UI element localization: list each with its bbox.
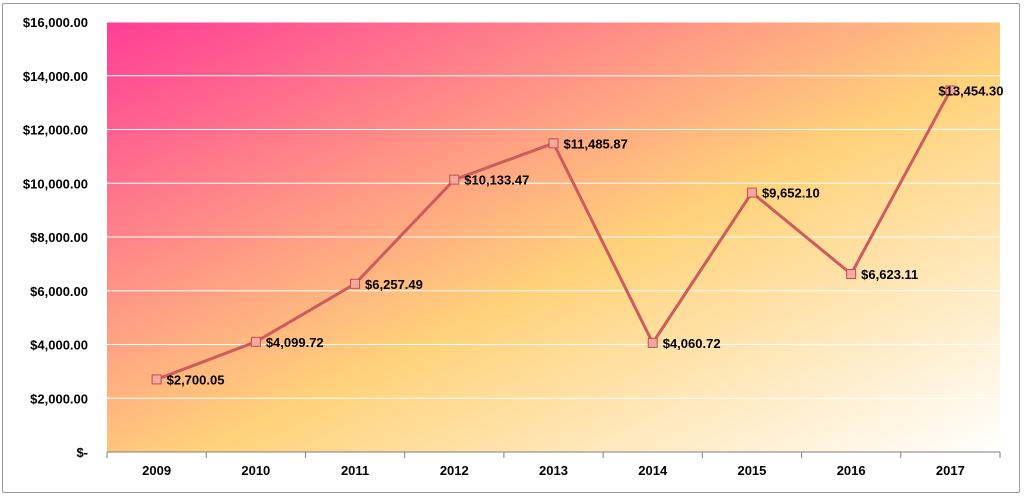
x-axis-tick-labels: 2009 2010 2011 2012 2013 2014 2015 2016 2017	[142, 463, 965, 478]
x-tick-label: 2017	[936, 463, 965, 478]
x-tick-label: 2015	[737, 463, 766, 478]
data-point-marker	[151, 374, 162, 385]
data-label: $10,133.47	[464, 173, 529, 188]
data-label: $4,099.72	[266, 335, 324, 350]
y-tick-label: $6,000.00	[30, 284, 88, 299]
x-tick-label: 2013	[539, 463, 568, 478]
y-axis-tick-labels: $- $2,000.00 $4,000.00 $6,000.00 $8,000.00 $1…	[23, 15, 88, 460]
x-tick-label: 2014	[638, 463, 668, 478]
y-tick-label: $4,000.00	[30, 338, 88, 353]
data-point-marker	[846, 269, 857, 280]
x-tick-label: 2011	[341, 463, 369, 478]
y-tick-label: $12,000.00	[23, 123, 88, 138]
data-labels: $2,700.05 $4,099.72 $6,257.49 $10,133.47 $11…	[167, 83, 1004, 387]
data-point-marker	[746, 187, 757, 198]
data-label: $6,257.49	[365, 277, 423, 292]
data-label: $4,060.72	[663, 336, 721, 351]
data-point-marker	[548, 138, 559, 149]
data-markers	[151, 85, 956, 385]
data-label: $6,623.11	[861, 267, 918, 282]
data-point-marker	[647, 337, 658, 348]
y-tick-label: $16,000.00	[23, 15, 88, 30]
x-tick-label: 2016	[837, 463, 866, 478]
data-label: $9,652.10	[762, 186, 820, 201]
data-point-marker	[250, 336, 261, 347]
data-label: $11,485.87	[564, 136, 628, 151]
x-tick-label: 2010	[241, 463, 270, 478]
data-label: $13,454.30	[938, 83, 1003, 98]
y-tick-label: $8,000.00	[30, 230, 88, 245]
data-point-marker	[350, 278, 361, 289]
x-tick-label: 2012	[440, 463, 469, 478]
y-tick-label: $-	[76, 445, 88, 460]
y-tick-label: $14,000.00	[23, 69, 88, 84]
data-point-marker	[449, 174, 460, 185]
data-label: $2,700.05	[167, 372, 225, 387]
y-tick-label: $10,000.00	[23, 176, 88, 191]
data-point-marker	[945, 85, 956, 96]
y-tick-label: $2,000.00	[30, 391, 88, 406]
x-tick-label: 2009	[142, 463, 171, 478]
axes	[106, 451, 1001, 458]
